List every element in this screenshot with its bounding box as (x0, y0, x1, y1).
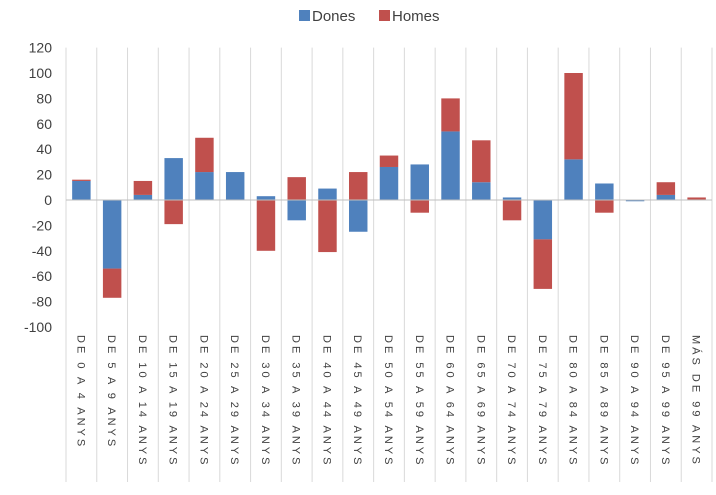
y-tick-label: 80 (36, 90, 52, 106)
x-tick-label: DE 5 A 9 ANYS (105, 335, 117, 449)
y-tick-label: -20 (32, 217, 52, 233)
x-tick-label: DE 80 A 84 ANYS (567, 335, 579, 467)
y-tick-label: -100 (24, 319, 52, 335)
x-tick-label: DE 70 A 74 ANYS (505, 335, 517, 467)
bar-dones-8 (318, 188, 337, 200)
bar-dones-15 (533, 200, 553, 240)
x-tick-label: DE 85 A 89 ANYS (597, 335, 609, 467)
category-dividers (65, 47, 713, 482)
y-axis: 120 100 80 60 40 20 0 -20 -40 -60 -80 -100 (24, 40, 52, 335)
y-tick-label: 40 (36, 141, 52, 157)
x-tick-label: DE 55 A 59 ANYS (413, 335, 425, 467)
bar-dones-10 (379, 166, 399, 200)
x-tick-label: DE 60 A 64 ANYS (444, 335, 456, 467)
legend-swatch-homes (379, 10, 390, 21)
x-tick-label: DE 65 A 69 ANYS (474, 335, 486, 467)
bar-homes-19 (656, 182, 676, 195)
x-tick-label: DE 35 A 39 ANYS (290, 335, 302, 467)
bar-dones-5 (225, 172, 245, 200)
legend-label-dones: Dones (312, 8, 355, 25)
bar-dones-4 (195, 172, 214, 200)
x-tick-label: DE 40 A 44 ANYS (320, 335, 332, 467)
x-tick-label: DE 95 A 99 ANYS (659, 335, 671, 467)
bar-dones-13 (472, 182, 491, 200)
bar-dones-11 (410, 164, 429, 200)
bar-homes-13 (472, 140, 491, 183)
x-tick-label: DE 10 A 14 ANYS (136, 335, 148, 467)
x-tick-label: DE 0 A 4 ANYS (74, 335, 86, 449)
x-tick-label: DE 50 A 54 ANYS (382, 335, 394, 467)
bar-homes-7 (287, 177, 306, 200)
legend-label-homes: Homes (392, 8, 440, 25)
bar-homes-3 (164, 200, 183, 225)
bar-dones-6 (256, 196, 276, 200)
x-axis: DE 0 A 4 ANYS DE 5 A 9 ANYS DE 10 A 14 ANY… (66, 199, 712, 467)
bar-homes-8 (318, 200, 337, 253)
y-tick-label: -40 (32, 243, 52, 259)
x-tick-label: DE 20 A 24 ANYS (197, 335, 209, 467)
bar-dones-19 (656, 194, 676, 200)
y-tick-label: -60 (32, 268, 52, 284)
bar-homes-10 (379, 155, 399, 167)
bar-homes-2 (133, 180, 153, 195)
bar-dones-14 (502, 197, 522, 200)
bar-dones-18 (625, 200, 645, 202)
bar-homes-1 (102, 268, 122, 298)
bar-homes-14 (502, 200, 522, 221)
y-tick-label: 120 (29, 40, 53, 56)
y-tick-label: 20 (36, 167, 52, 183)
bar-homes-16 (564, 73, 583, 160)
bar-homes-4 (195, 137, 214, 173)
x-tick-label: DE 15 A 19 ANYS (167, 335, 179, 467)
x-tick-label: DE 25 A 29 ANYS (228, 335, 240, 467)
bar-dones-0 (72, 180, 91, 200)
x-tick-label: DE 30 A 34 ANYS (259, 335, 271, 467)
y-tick-label: 0 (44, 192, 52, 208)
bar-homes-9 (349, 172, 368, 200)
bar-homes-6 (256, 200, 276, 251)
bar-dones-1 (102, 200, 122, 269)
bar-homes-12 (441, 98, 460, 132)
bar-dones-16 (564, 159, 583, 200)
bar-dones-2 (133, 194, 153, 200)
bar-homes-0 (72, 179, 91, 181)
y-tick-label: 100 (29, 65, 53, 81)
y-tick-label: 60 (36, 116, 52, 132)
legend-swatch-dones (299, 10, 310, 21)
bar-dones-12 (441, 131, 460, 200)
x-tick-label: DE 75 A 79 ANYS (536, 335, 548, 467)
bar-dones-7 (287, 200, 306, 221)
bar-dones-17 (595, 183, 614, 200)
x-tick-label: DE 90 A 94 ANYS (628, 335, 640, 467)
bar-homes-17 (595, 200, 614, 213)
bars (72, 73, 706, 298)
x-tick-label: DE 45 A 49 ANYS (351, 335, 363, 467)
bar-homes-11 (410, 200, 429, 213)
bar-homes-20 (687, 197, 706, 200)
legend: Dones Homes (299, 8, 440, 25)
x-tick-label: MÁS DE 99 ANYS (690, 335, 703, 467)
bar-dones-9 (349, 200, 368, 232)
bar-dones-3 (164, 158, 183, 200)
bar-homes-15 (533, 239, 553, 289)
y-tick-label: -80 (32, 294, 52, 310)
